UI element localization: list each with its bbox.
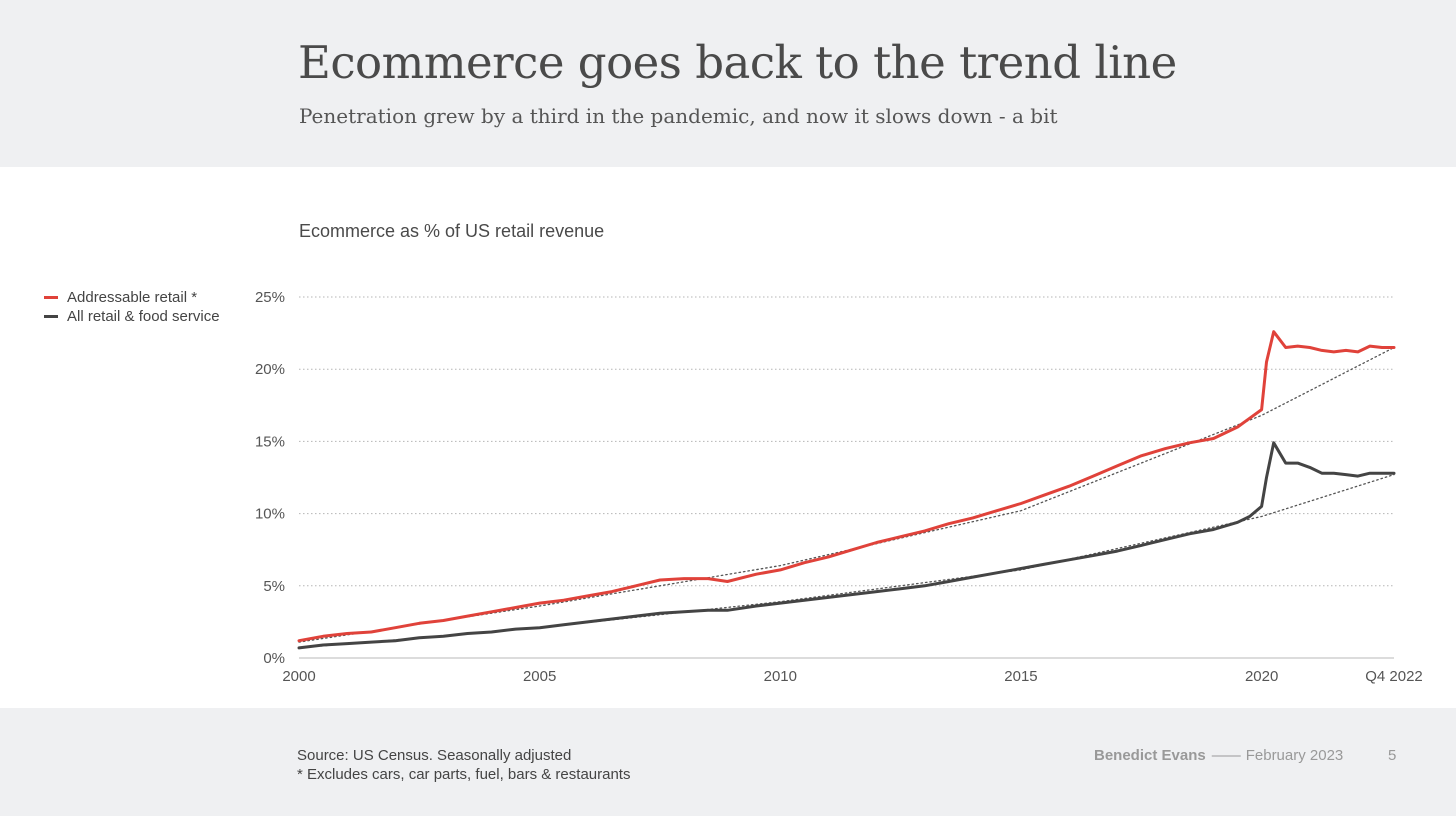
- series-line-1: [297, 441, 1396, 650]
- slide-subtitle: Penetration grew by a third in the pande…: [299, 104, 1058, 128]
- legend-item-all-retail: All retail & food service: [44, 307, 220, 326]
- slide-title: Ecommerce goes back to the trend line: [298, 36, 1177, 89]
- credit-separator: ——: [1211, 747, 1241, 764]
- y-tick-label: 15%: [255, 433, 285, 450]
- series-line-0: [297, 330, 1396, 643]
- legend-swatch-addressable: [44, 296, 58, 299]
- legend-swatch-all-retail: [44, 315, 58, 318]
- legend-label-addressable: Addressable retail *: [67, 289, 198, 306]
- line-chart: 0% 5% 10% 15% 20% 25% 2000 2005 2010 2015 2020 Q4 2…: [255, 289, 1423, 685]
- y-tick-label: 5%: [263, 578, 285, 595]
- x-tick-label: 2020: [1245, 668, 1278, 685]
- y-tick-label: 20%: [255, 361, 285, 378]
- x-tick-label: 2010: [764, 668, 797, 685]
- legend-item-addressable: Addressable retail *: [44, 288, 220, 307]
- x-tick-label: 2005: [523, 668, 556, 685]
- x-tick-label: Q4 2022: [1365, 668, 1423, 685]
- author-name: Benedict Evans: [1094, 747, 1206, 764]
- trend-line-series-3: [298, 473, 1395, 649]
- source-text: Source: US Census. Seasonally adjusted: [297, 747, 572, 764]
- y-tick-label: 10%: [255, 506, 285, 523]
- x-tick-label: 2000: [282, 668, 315, 685]
- chart-title: Ecommerce as % of US retail revenue: [299, 221, 605, 241]
- trend-line-series-2: [298, 346, 1395, 643]
- header-band: Ecommerce goes back to the trend line Pe…: [0, 0, 1456, 167]
- page-number: 5: [1388, 747, 1397, 764]
- footnote-text: * Excludes cars, car parts, fuel, bars &…: [297, 766, 631, 783]
- chart-legend: Addressable retail * All retail & food s…: [44, 288, 220, 326]
- credit: Benedict Evans —— February 2023: [1094, 747, 1343, 764]
- source-note: Source: US Census. Seasonally adjusted *…: [297, 746, 630, 784]
- x-tick-label: 2015: [1004, 668, 1037, 685]
- publish-date: February 2023: [1245, 747, 1344, 764]
- y-tick-label: 0%: [263, 650, 285, 667]
- y-tick-label: 25%: [255, 289, 285, 306]
- footer-band: Source: US Census. Seasonally adjusted *…: [0, 708, 1456, 816]
- legend-label-all-retail: All retail & food service: [67, 308, 220, 325]
